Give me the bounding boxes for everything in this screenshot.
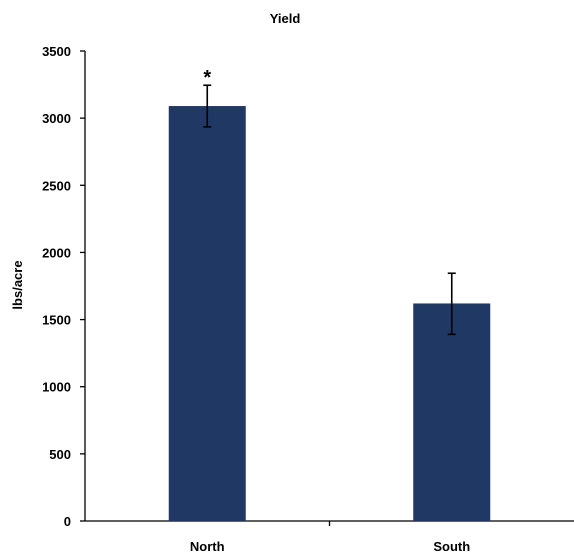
chart-title: Yield [270,11,301,26]
y-tick-label: 2000 [42,245,71,260]
y-tick-label: 2500 [42,178,71,193]
x-category-label: North [190,539,225,554]
y-axis-title: lbs/acre [10,260,25,309]
y-tick-label: 500 [49,447,71,462]
y-tick-label: 3000 [42,111,71,126]
plot-area: 0 500 1000 1500 2000 2500 3000 3500 North South * [42,44,574,554]
x-category-label: South [433,539,470,554]
bar-north [168,106,246,522]
y-tick-label: 0 [64,514,71,529]
y-tick-label: 3500 [42,44,71,59]
bar-south [413,303,491,521]
y-tick-label: 1000 [42,380,71,395]
y-tick-label: 1500 [42,313,71,328]
significance-asterisk: * [203,67,211,89]
